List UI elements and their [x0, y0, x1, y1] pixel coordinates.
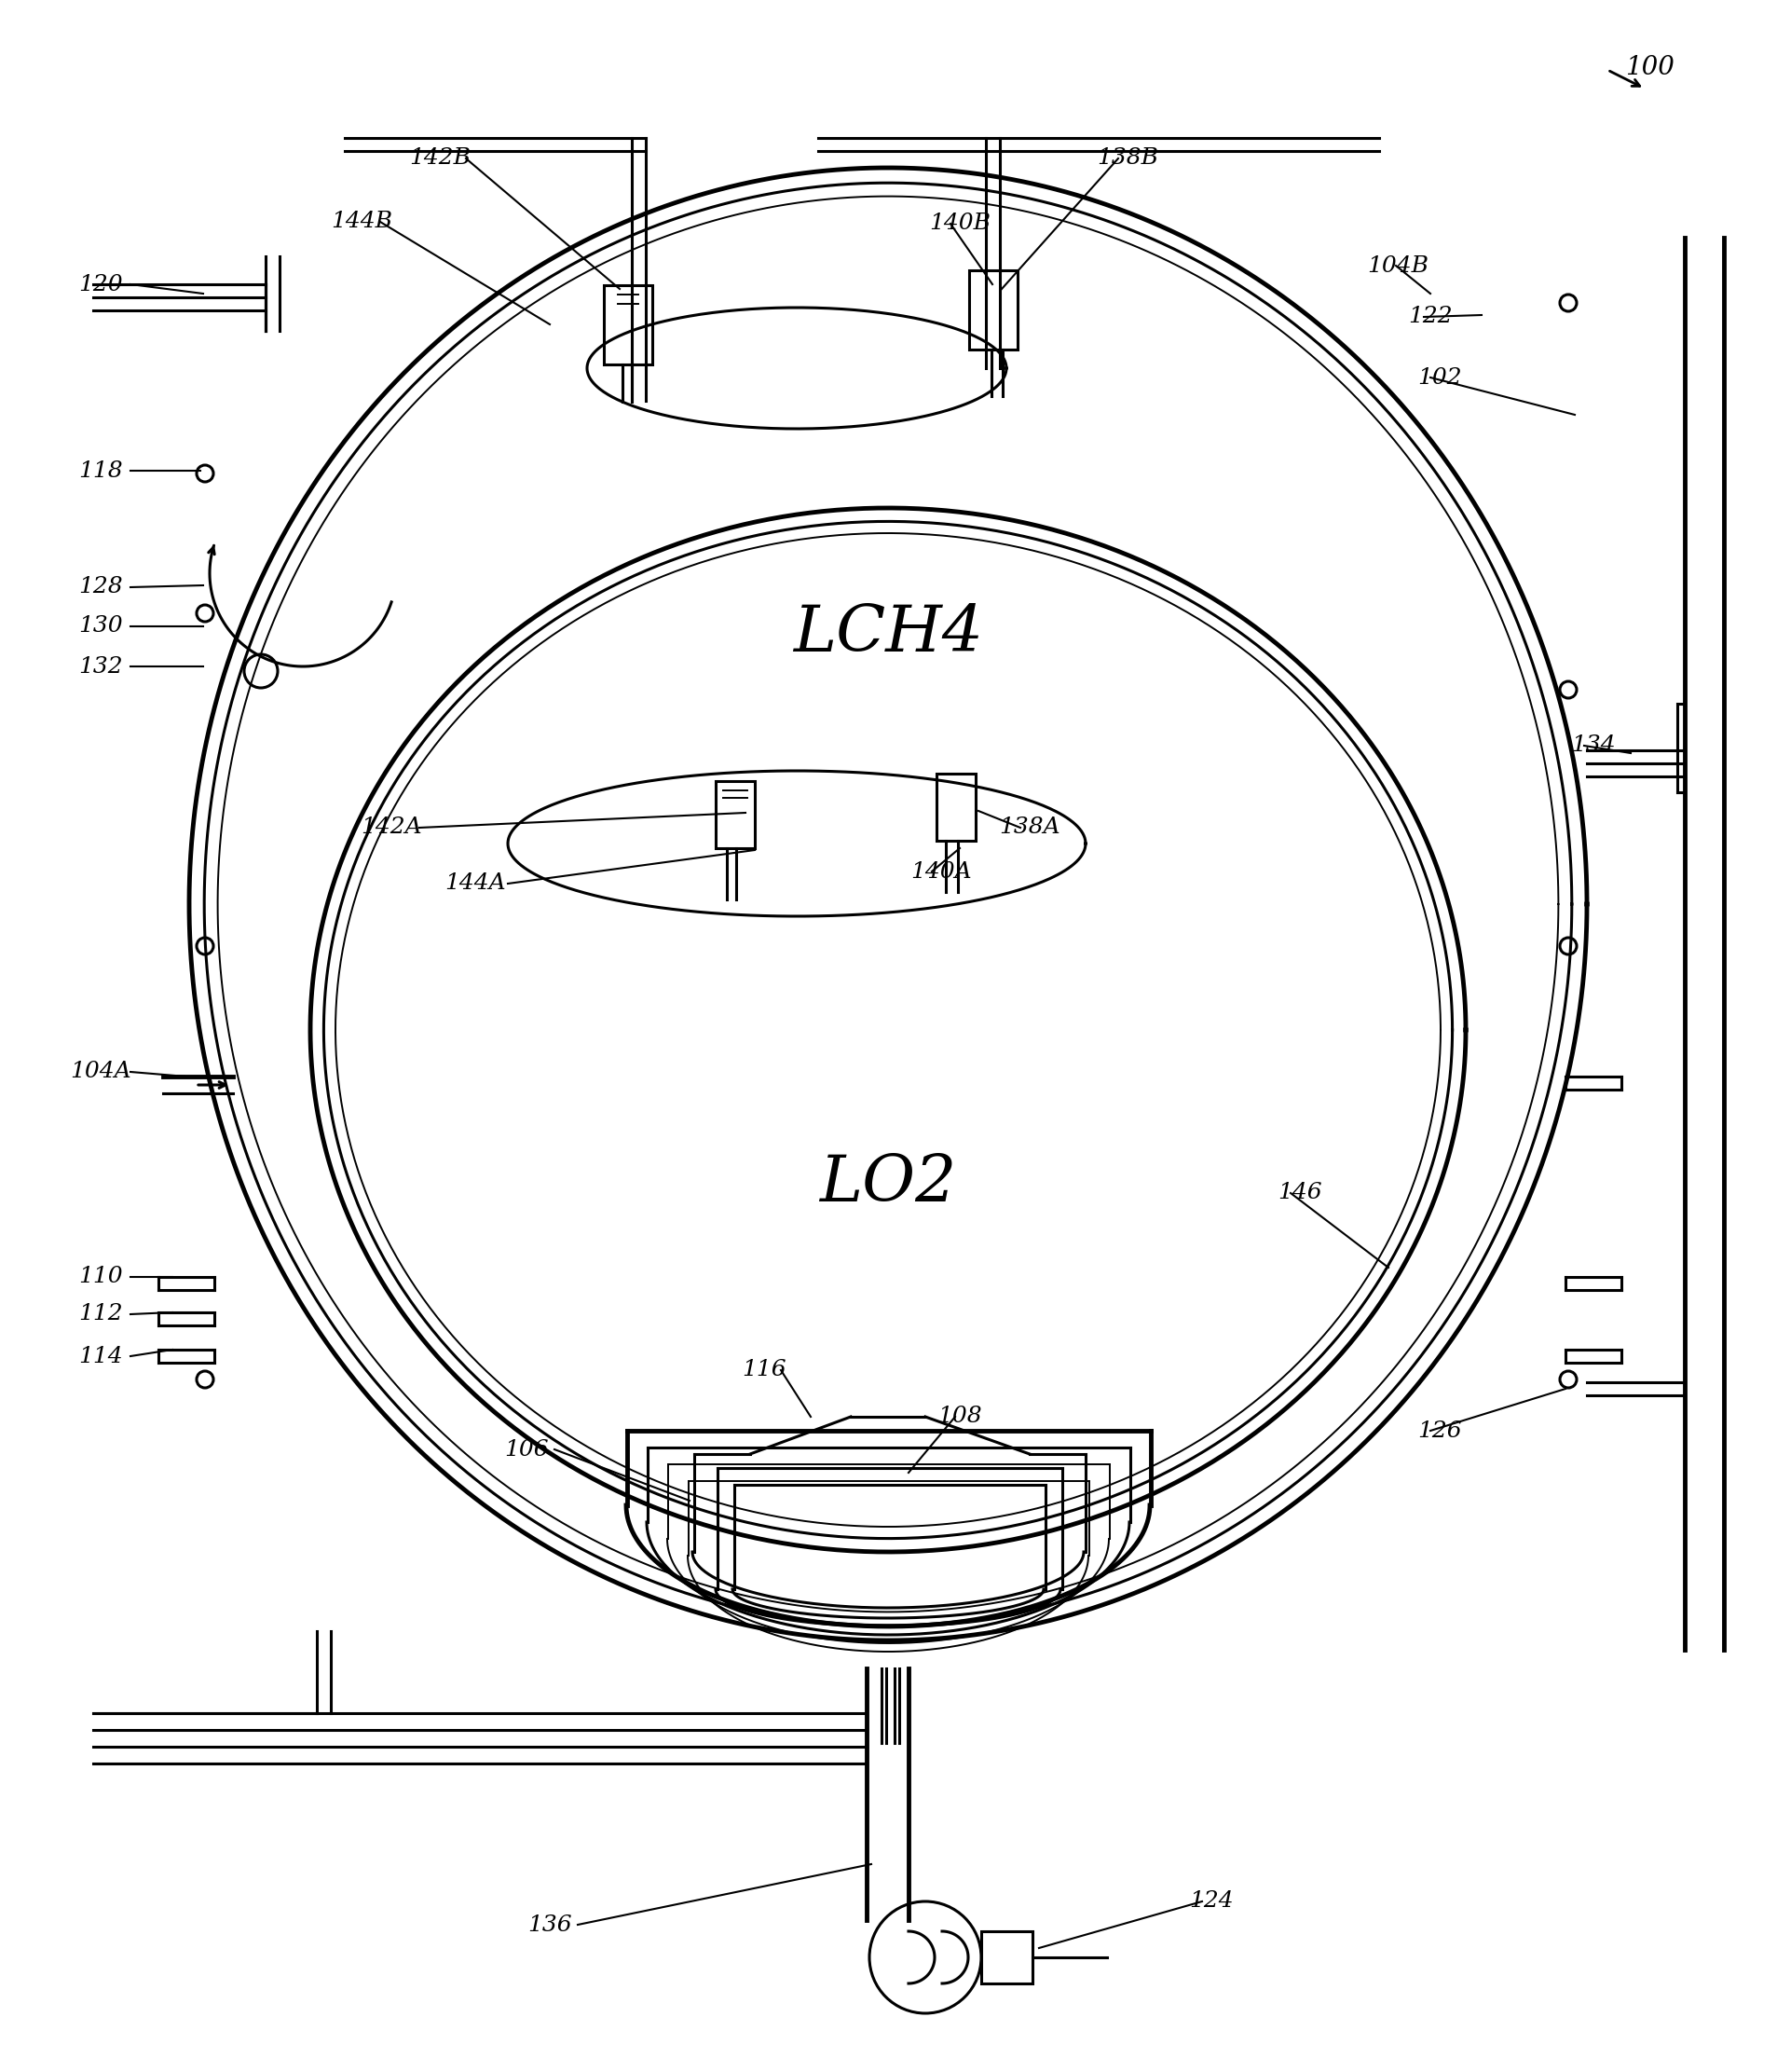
Text: 110: 110	[78, 1266, 123, 1287]
Text: 120: 120	[78, 274, 123, 294]
Circle shape	[197, 605, 213, 622]
Text: LO2: LO2	[819, 1152, 956, 1214]
Bar	[716, 781, 755, 847]
Text: 138A: 138A	[999, 816, 1061, 839]
Text: 134: 134	[1571, 736, 1615, 756]
Text: 104A: 104A	[69, 1061, 131, 1082]
Text: 112: 112	[78, 1303, 123, 1324]
Text: 122: 122	[1407, 307, 1452, 327]
Text: 124: 124	[1189, 1892, 1233, 1912]
Circle shape	[243, 655, 277, 688]
Text: 138B: 138B	[1096, 147, 1159, 170]
Text: LCH4: LCH4	[793, 603, 983, 665]
Text: 140A: 140A	[910, 860, 972, 883]
Text: 128: 128	[78, 576, 123, 599]
Text: 132: 132	[78, 655, 123, 678]
Text: 102: 102	[1418, 367, 1462, 387]
Text: 114: 114	[78, 1345, 123, 1368]
Circle shape	[1560, 1372, 1576, 1388]
Circle shape	[869, 1902, 981, 2014]
Circle shape	[197, 939, 213, 955]
Circle shape	[1560, 294, 1576, 311]
Bar	[981, 1931, 1032, 1983]
Bar	[968, 269, 1018, 350]
Text: 144A: 144A	[444, 872, 506, 895]
Bar	[604, 286, 652, 365]
Text: 146: 146	[1278, 1183, 1322, 1204]
Text: 126: 126	[1418, 1419, 1462, 1442]
Text: 100: 100	[1624, 54, 1674, 79]
Text: 140B: 140B	[929, 213, 990, 234]
Text: 130: 130	[78, 615, 123, 636]
Text: 108: 108	[938, 1407, 983, 1428]
Text: 106: 106	[505, 1438, 549, 1461]
Text: 144B: 144B	[331, 211, 393, 232]
Bar	[936, 773, 976, 841]
Text: 142A: 142A	[361, 816, 421, 839]
Text: 104B: 104B	[1367, 255, 1429, 276]
Circle shape	[197, 1372, 213, 1388]
Text: 136: 136	[528, 1915, 572, 1935]
Text: 142B: 142B	[409, 147, 471, 170]
Circle shape	[1560, 682, 1576, 698]
Text: 116: 116	[743, 1359, 785, 1380]
Text: 118: 118	[78, 460, 123, 481]
Circle shape	[1560, 939, 1576, 955]
Circle shape	[197, 464, 213, 483]
